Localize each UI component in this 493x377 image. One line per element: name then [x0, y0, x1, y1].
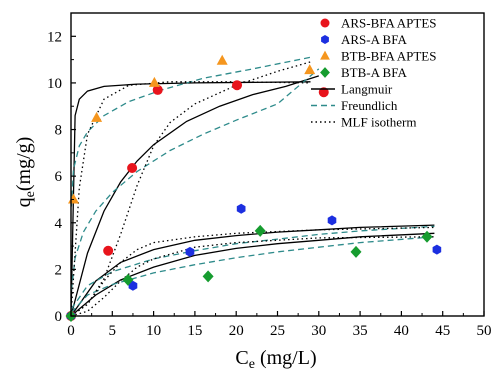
y-axis-unit: (mg/g) [13, 137, 35, 191]
legend-label: BTB-A BFA [341, 65, 407, 80]
y-axis-subscript: e [23, 191, 38, 197]
y-tick-label: 12 [47, 29, 62, 45]
ars-bfa-aptes-point [103, 245, 114, 256]
x-axis-title: Ce (mg/L) [235, 347, 316, 372]
btb-a-bfa-point [122, 273, 134, 286]
freundlich-fit-curve [70, 68, 320, 291]
x-tick-label: 10 [146, 323, 161, 339]
x-tick-label: 5 [109, 323, 117, 339]
ars-a-bfa-point [432, 244, 442, 255]
legend-label: ARS-A BFA [341, 32, 407, 47]
x-axis-unit: (mg/L) [255, 347, 317, 369]
ars-bfa-aptes-point [318, 87, 329, 98]
btb-a-bfa-point [421, 230, 433, 243]
x-tick-label: 20 [229, 323, 244, 339]
btb-bfa-aptes-point [148, 76, 160, 87]
x-tick-label: 25 [270, 323, 285, 339]
ars-a-bfa-point [128, 280, 138, 291]
mlf-isotherm-fit-curve [70, 61, 311, 317]
y-tick-label: 6 [55, 169, 63, 185]
legend-marker [321, 35, 329, 44]
x-axis-subscript: e [249, 357, 255, 372]
x-tick-label: 50 [477, 323, 492, 339]
y-axis-title: qe(mg/g) [13, 137, 38, 208]
y-axis-symbol: q [13, 197, 35, 207]
legend-label: Langmuir [341, 82, 393, 97]
freundlich-fit-curve [70, 56, 311, 207]
btb-bfa-aptes-point [91, 111, 103, 122]
x-tick-label: 35 [353, 323, 368, 339]
x-tick-label: 0 [67, 323, 75, 339]
freundlich-fit-curve [70, 236, 435, 313]
y-tick-label: 8 [55, 123, 63, 139]
y-tick-label: 4 [55, 216, 63, 232]
legend-label: Freundlich [341, 98, 398, 113]
btb-bfa-aptes-point [216, 54, 228, 65]
ars-a-bfa-point [185, 246, 195, 257]
fit-curves [70, 56, 435, 317]
btb-bfa-aptes-point [68, 193, 79, 204]
axis-ticks: 0 5 10 15 20 25 30 35 40 45 50 0 2 4 6 8 10 12 [47, 12, 492, 339]
y-tick-label: 2 [55, 262, 63, 278]
langmuir-fit-curve [70, 224, 435, 317]
ars-a-bfa-point [236, 203, 246, 214]
mlf-isotherm-fit-curve [70, 236, 435, 317]
langmuir-fit-curve [70, 75, 319, 317]
x-axis-symbol: C [235, 347, 248, 369]
y-tick-label: 10 [47, 76, 62, 92]
btb-bfa-aptes-point [304, 64, 316, 75]
btb-a-bfa-point [350, 245, 362, 258]
ars-bfa-aptes-point [127, 162, 138, 173]
legend-marker [320, 18, 330, 28]
legend-marker [320, 67, 330, 78]
freundlich-fit-curve [70, 225, 435, 310]
data-points [65, 54, 442, 322]
langmuir-fit-curve [70, 232, 435, 317]
legend-label: ARS-BFA APTES [341, 16, 437, 31]
ars-bfa-aptes-point [152, 84, 163, 95]
x-tick-label: 40 [394, 323, 409, 339]
btb-a-bfa-point [202, 270, 214, 283]
btb-a-bfa-point [254, 224, 266, 237]
ars-a-bfa-point [327, 215, 337, 226]
mlf-isotherm-fit-curve [70, 226, 435, 317]
x-tick-label: 15 [187, 323, 202, 339]
legend-marker [320, 50, 330, 60]
langmuir-fit-curve [70, 81, 311, 317]
ars-bfa-aptes-point [232, 80, 243, 91]
y-tick-label: 0 [55, 309, 63, 325]
legend-label: BTB-BFA APTES [341, 49, 436, 64]
x-tick-label: 30 [311, 323, 326, 339]
x-tick-label: 45 [435, 323, 450, 339]
legend-label: MLF isotherm [341, 115, 416, 130]
